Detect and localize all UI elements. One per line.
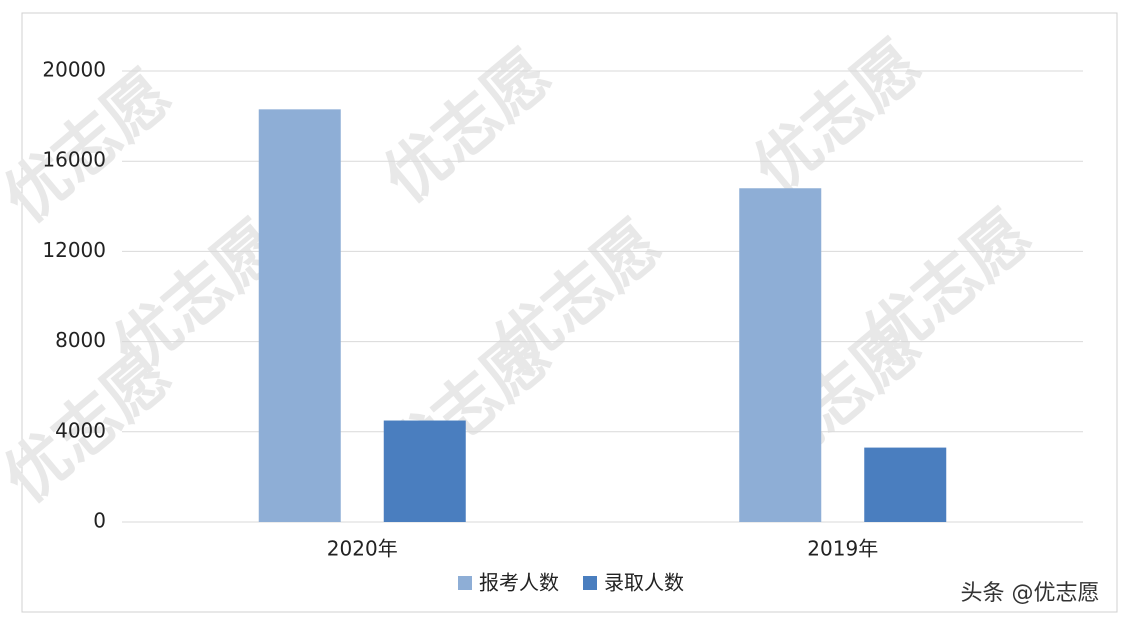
bar — [739, 188, 822, 522]
x-tick-label: 2020年 — [327, 537, 398, 561]
credit: 头条 @优志愿 — [961, 581, 1100, 606]
legend-swatch — [458, 576, 472, 590]
y-tick-label: 16000 — [42, 148, 106, 172]
y-tick-label: 12000 — [42, 238, 106, 262]
y-tick-label: 20000 — [42, 58, 106, 82]
bar — [864, 447, 947, 522]
y-tick-label: 8000 — [55, 328, 106, 352]
x-tick-label: 2019年 — [807, 537, 878, 561]
bar — [258, 109, 341, 523]
y-tick-label: 4000 — [55, 418, 106, 442]
legend-label: 录取人数 — [604, 571, 684, 595]
legend-label: 报考人数 — [479, 571, 559, 595]
legend-swatch — [583, 576, 597, 590]
y-tick-label: 0 — [93, 509, 106, 533]
bar — [383, 420, 466, 522]
